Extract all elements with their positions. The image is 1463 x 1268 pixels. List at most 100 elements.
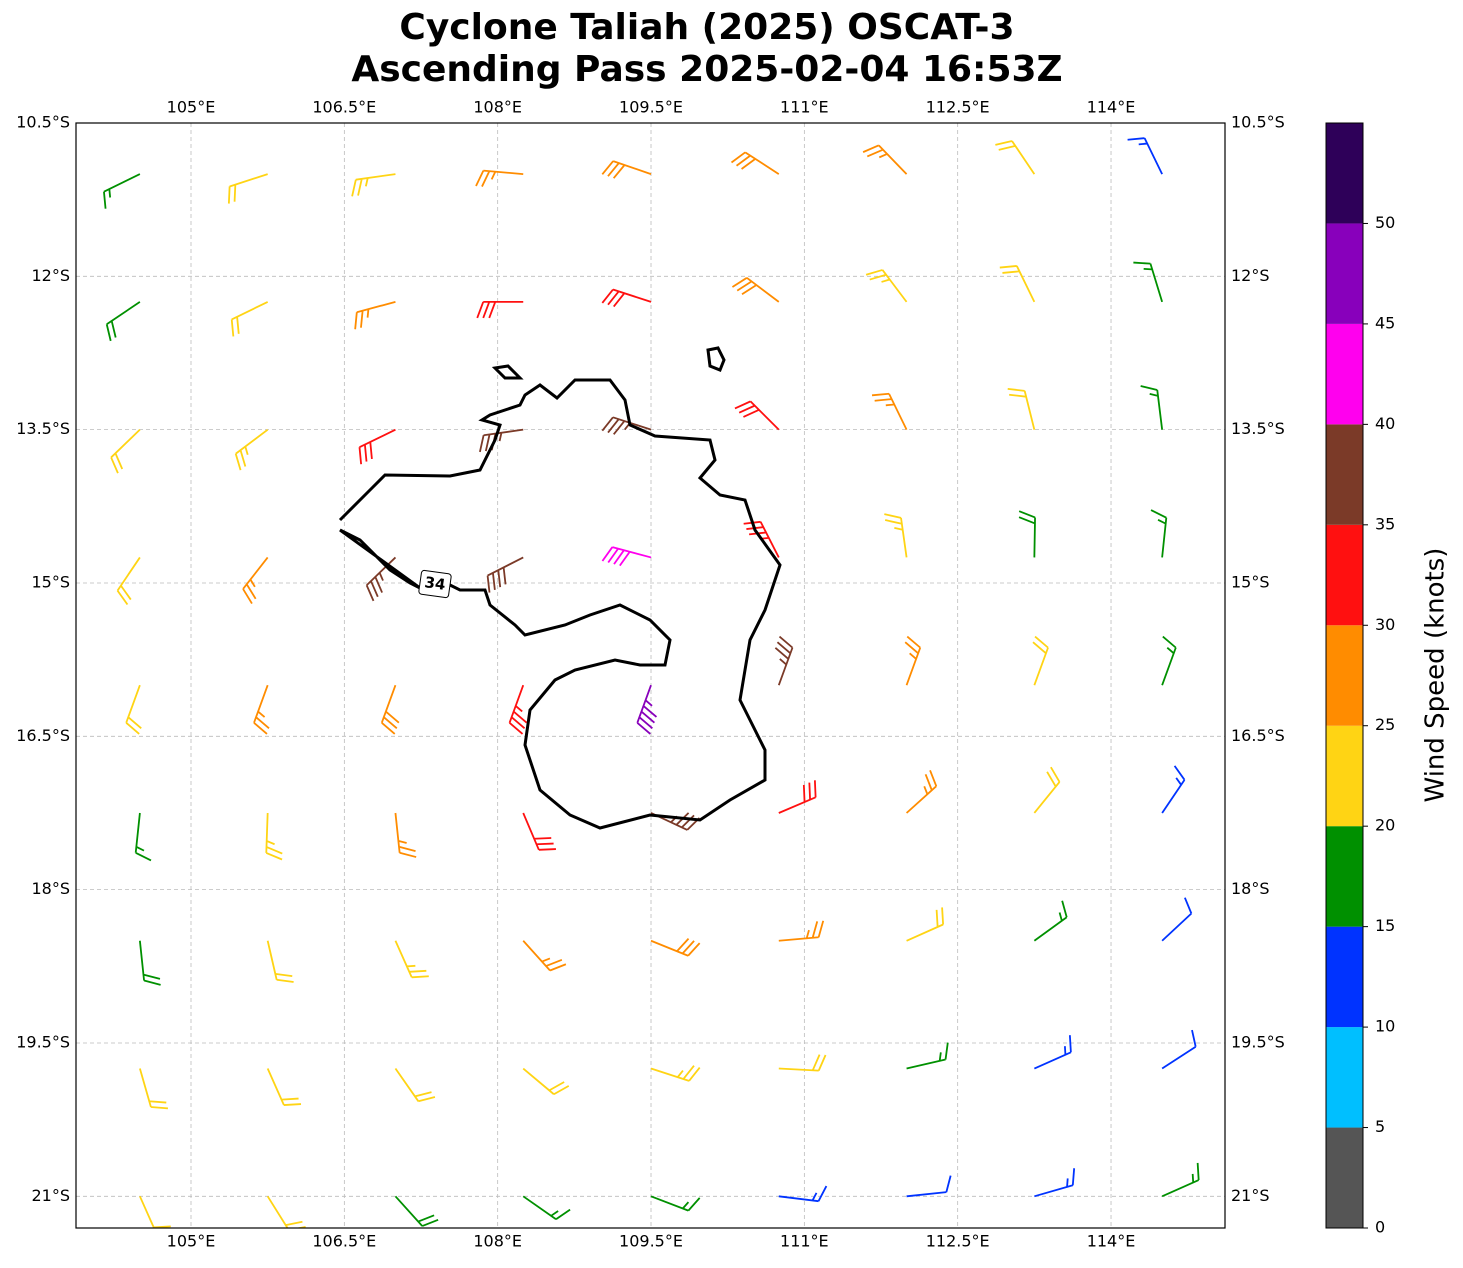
y-tick-label: 12°S — [1231, 266, 1270, 285]
wind-barb — [601, 546, 652, 567]
wind-barb — [906, 907, 945, 942]
wind-barb — [103, 173, 141, 209]
x-tick-label: 114°E — [1087, 98, 1136, 117]
wind-barb — [862, 144, 908, 175]
wind-barb — [601, 416, 652, 435]
grid — [76, 122, 1225, 1228]
wind-barb — [138, 940, 161, 986]
colorbar-label: Wind Speed (knots) — [1421, 548, 1451, 803]
y-tick-label: 21°S — [31, 1186, 70, 1205]
wind-barb — [774, 635, 794, 686]
contour-line — [491, 346, 726, 380]
wind-barb — [134, 812, 152, 862]
wind-barb — [1133, 261, 1163, 303]
x-tick-label: 109.5°E — [619, 1232, 683, 1251]
wind-barb — [265, 812, 283, 861]
wind-barb — [479, 428, 524, 453]
chart-title: Cyclone Taliah (2025) OSCAT-3 — [399, 7, 1014, 48]
wind-barb — [394, 1195, 439, 1227]
wind-barb — [778, 1054, 827, 1072]
y-tick-label: 12°S — [31, 266, 70, 285]
y-tick-label: 10.5°S — [16, 113, 70, 132]
wind-barb — [904, 635, 922, 686]
wind-barb — [1033, 1035, 1072, 1070]
y-tick-label: 10.5°S — [1231, 113, 1285, 132]
colorbar-tick-label: 20 — [1375, 816, 1395, 835]
wind-barb — [227, 173, 268, 204]
wind-barb — [110, 429, 141, 474]
wind-barb — [1007, 388, 1036, 430]
colorbar-tick-label: 45 — [1375, 313, 1395, 332]
wind-barb — [906, 1175, 952, 1198]
wind-barb — [351, 173, 396, 197]
colorbar-segment — [1326, 926, 1363, 1028]
barb-field — [103, 137, 1200, 1228]
wind-barb — [354, 301, 396, 330]
colorbar-segment — [1326, 123, 1363, 224]
wind-barb — [1140, 385, 1164, 430]
colorbar-segment — [1326, 223, 1363, 324]
colorbar-tick-label: 25 — [1375, 715, 1395, 734]
wind-barb — [1034, 1168, 1076, 1198]
wind-barb — [522, 1195, 571, 1220]
wind-barb — [1127, 137, 1163, 175]
wind-barb — [636, 684, 658, 735]
x-tick-label: 111°E — [780, 98, 829, 117]
wind-barb — [865, 269, 908, 303]
y-tick-label: 19.5°S — [16, 1032, 70, 1051]
colorbar-segment — [1326, 1127, 1363, 1228]
wind-barb — [995, 140, 1036, 175]
x-tick-label: 108°E — [473, 1232, 522, 1251]
wind-barb — [358, 428, 396, 465]
wind-barb — [266, 940, 294, 983]
x-tick-label: 106.5°E — [312, 1232, 376, 1251]
wind-barb — [266, 1195, 306, 1228]
wind-barb — [394, 940, 429, 979]
wind-barb — [905, 769, 938, 814]
wind-barb — [1033, 900, 1068, 942]
wind-barb — [522, 812, 556, 851]
wind-barb — [884, 513, 908, 558]
wind-barb — [139, 1195, 171, 1228]
colorbar-segment — [1326, 826, 1363, 927]
y-tick-label: 15°S — [1231, 572, 1270, 591]
wind-barb — [230, 301, 269, 337]
x-tick-label: 114°E — [1087, 1232, 1136, 1251]
wind-barb — [601, 288, 652, 308]
wind-barb — [234, 428, 269, 471]
wind-barb — [871, 392, 908, 431]
wind-barb — [1161, 1029, 1197, 1070]
x-tick-label: 109.5°E — [619, 98, 683, 117]
colorbar-tick-label: 5 — [1375, 1117, 1385, 1136]
x-tick-label: 108°E — [473, 98, 522, 117]
wind-barb — [734, 400, 780, 431]
wind-barb — [139, 1068, 169, 1110]
contour-line — [338, 378, 782, 830]
wind-barb — [242, 556, 269, 605]
wind-barb — [730, 151, 780, 175]
x-tick-label: 106.5°E — [312, 98, 376, 117]
colorbar-tick-label: 30 — [1375, 615, 1395, 634]
wind-barb — [1033, 766, 1061, 814]
chart-title: Ascending Pass 2025-02-04 16:53Z — [351, 49, 1062, 90]
map-frame — [75, 122, 1226, 1229]
colorbar-tick-label: 35 — [1375, 514, 1395, 533]
y-tick-label: 19.5°S — [1231, 1032, 1285, 1051]
colorbar-frame — [1325, 122, 1364, 1229]
colorbar-segment — [1326, 1027, 1363, 1128]
y-tick-label: 16.5°S — [1231, 726, 1285, 745]
wind-barb — [601, 160, 652, 179]
colorbar-segment — [1326, 725, 1363, 827]
wind-barb — [1161, 1162, 1200, 1198]
y-tick-label: 13.5°S — [1231, 419, 1285, 438]
x-tick-label: 105°E — [167, 1232, 216, 1251]
wind-barb — [116, 556, 141, 606]
y-tick-label: 18°S — [31, 879, 70, 898]
colorbar-tick-label: 40 — [1375, 414, 1395, 433]
x-tick-label: 105°E — [167, 98, 216, 117]
wind-barb — [1018, 510, 1036, 558]
wind-barb — [394, 1068, 436, 1103]
wind-barb — [486, 556, 524, 593]
x-tick-label: 112.5°E — [926, 1232, 990, 1251]
